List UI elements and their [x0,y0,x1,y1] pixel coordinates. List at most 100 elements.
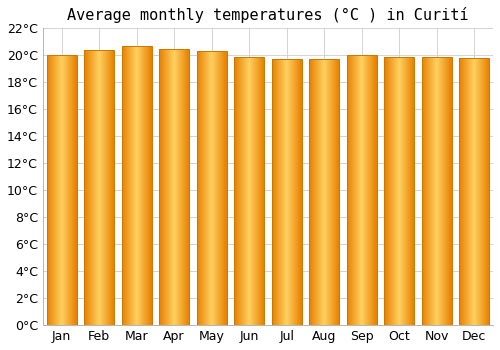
Bar [312,59,313,325]
Bar [96,50,97,325]
Bar [295,59,296,325]
Bar [221,51,222,325]
Bar [261,57,262,325]
Bar [252,57,253,325]
Bar [69,55,70,325]
Bar [55,55,56,325]
Bar [240,57,241,325]
Bar [60,55,61,325]
Bar [322,59,323,325]
Bar [130,46,131,325]
Bar [123,46,124,325]
Bar [106,50,107,325]
Bar [246,57,247,325]
Bar [197,51,198,325]
Bar [172,49,173,325]
Bar [159,49,160,325]
Bar [450,57,451,325]
Bar [370,55,371,325]
Bar [384,57,414,325]
Bar [447,57,448,325]
Bar [188,49,189,325]
Bar [433,57,434,325]
Bar [334,59,335,325]
Bar [243,57,244,325]
Bar [282,59,283,325]
Bar [372,55,373,325]
Bar [451,57,452,325]
Bar [408,57,409,325]
Bar [97,50,98,325]
Bar [384,57,385,325]
Bar [480,58,481,325]
Bar [436,57,437,325]
Bar [128,46,129,325]
Bar [446,57,447,325]
Bar [254,57,255,325]
Bar [234,57,264,325]
Bar [489,58,490,325]
Bar [466,58,467,325]
Bar [488,58,489,325]
Bar [94,50,95,325]
Bar [471,58,472,325]
Bar [182,49,183,325]
Bar [437,57,438,325]
Bar [363,55,364,325]
Bar [301,59,302,325]
Bar [410,57,411,325]
Bar [427,57,428,325]
Bar [234,57,235,325]
Bar [299,59,300,325]
Bar [101,50,102,325]
Bar [360,55,361,325]
Bar [198,51,199,325]
Bar [441,57,442,325]
Bar [311,59,312,325]
Bar [464,58,465,325]
Bar [434,57,435,325]
Bar [316,59,317,325]
Bar [330,59,331,325]
Bar [346,55,347,325]
Bar [253,57,254,325]
Bar [53,55,54,325]
Bar [208,51,209,325]
Bar [428,57,429,325]
Bar [338,59,339,325]
Bar [398,57,399,325]
Bar [86,50,87,325]
Bar [174,49,175,325]
Bar [389,57,390,325]
Bar [386,57,387,325]
Bar [324,59,325,325]
Bar [57,55,58,325]
Bar [105,50,106,325]
Bar [209,51,210,325]
Bar [108,50,109,325]
Bar [223,51,224,325]
Bar [85,50,86,325]
Bar [176,49,177,325]
Bar [71,55,72,325]
Bar [112,50,113,325]
Bar [465,58,466,325]
Bar [409,57,410,325]
Bar [210,51,211,325]
Bar [405,57,406,325]
Bar [289,59,290,325]
Bar [390,57,391,325]
Bar [468,58,469,325]
Bar [199,51,200,325]
Bar [262,57,263,325]
Bar [424,57,425,325]
Bar [365,55,366,325]
Bar [273,59,274,325]
Bar [212,51,213,325]
Bar [327,59,328,325]
Bar [148,46,149,325]
Bar [272,59,273,325]
Bar [102,50,103,325]
Bar [355,55,356,325]
Bar [357,55,358,325]
